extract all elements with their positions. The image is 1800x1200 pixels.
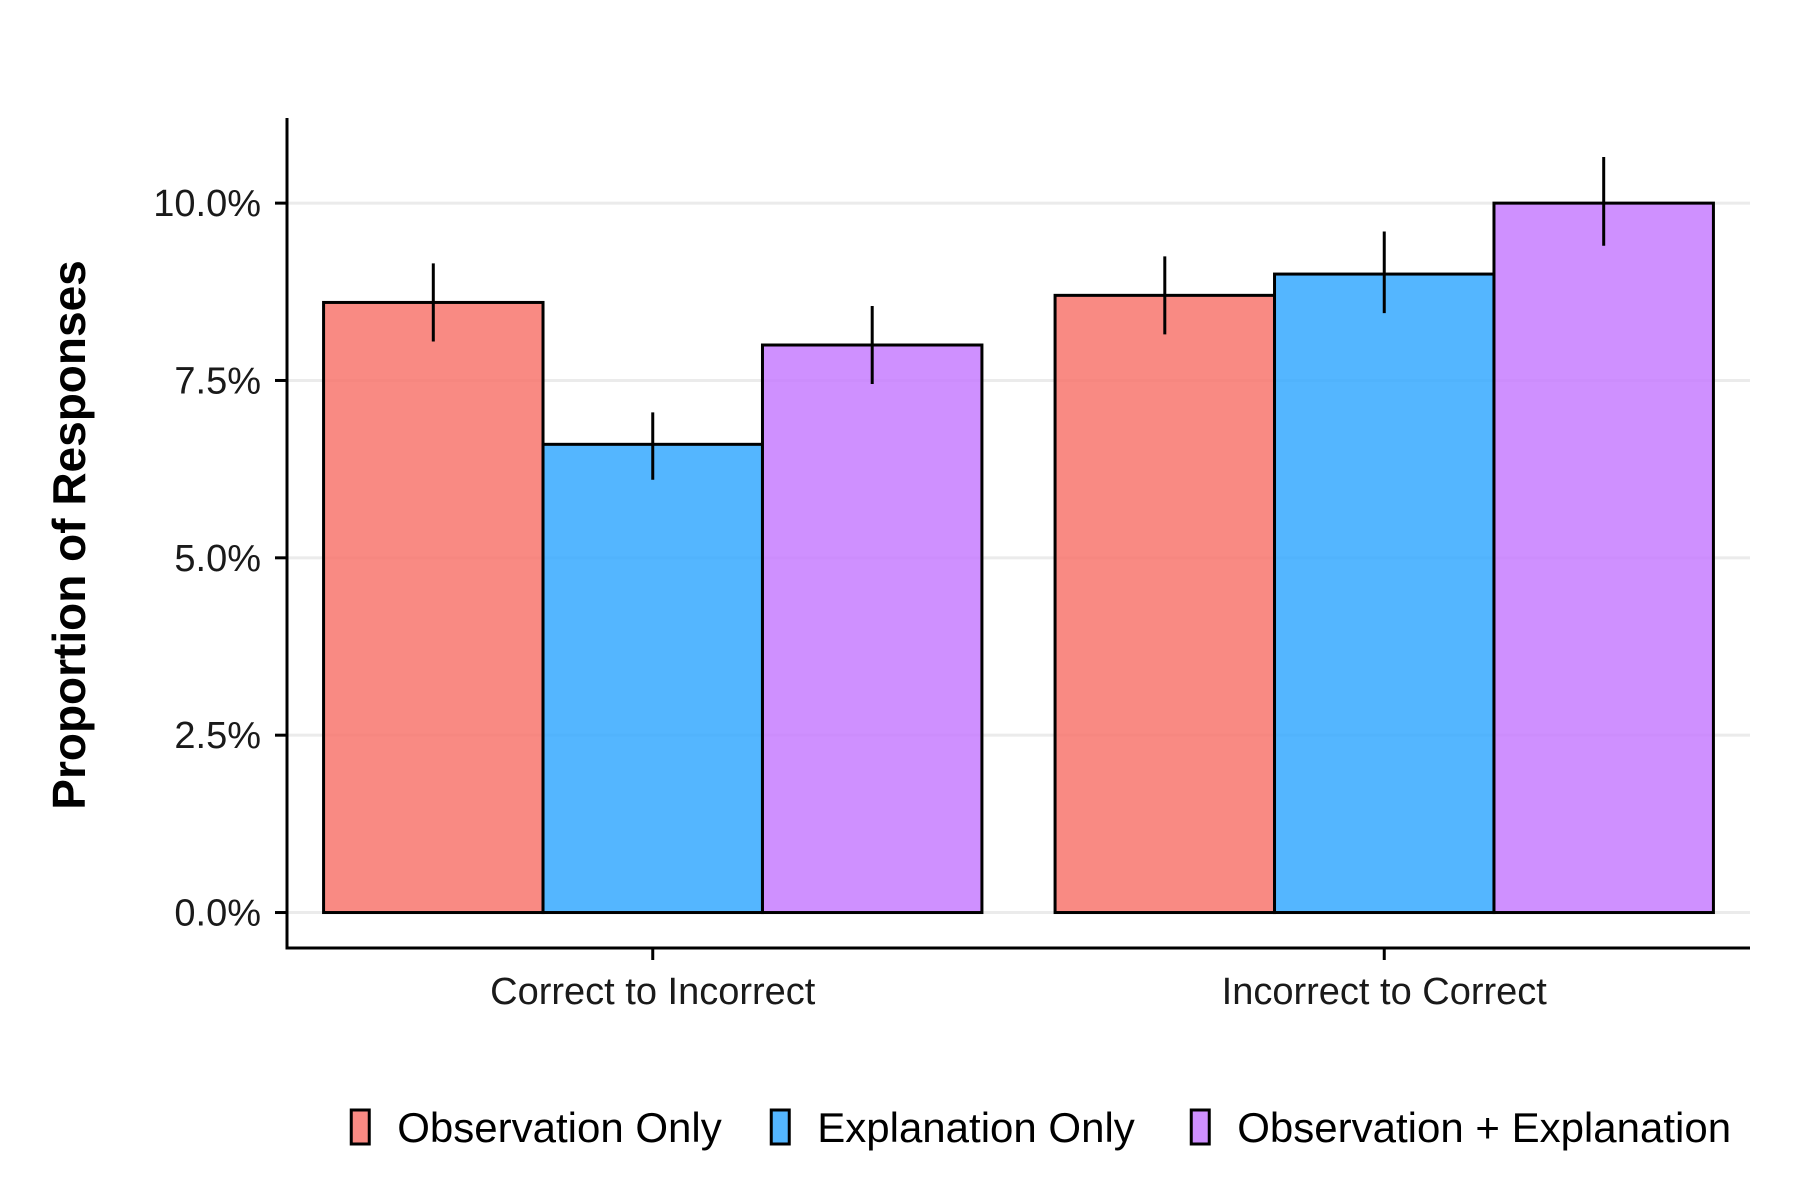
y-tick-label: 5.0%: [174, 538, 261, 580]
legend-key: [1189, 1108, 1211, 1146]
legend-key: [349, 1108, 371, 1146]
bars: [322, 201, 1715, 915]
x-tick-label: Correct to Incorrect: [490, 971, 816, 1013]
bar: [1492, 201, 1715, 915]
bar: [322, 300, 545, 915]
y-tick-label: 2.5%: [174, 715, 261, 757]
tick-labels: 0.0% 2.5% 5.0% 7.5% 10.0% Correct to Incorrec…: [153, 183, 1547, 1013]
legend-item: Explanation Only: [769, 1104, 1135, 1151]
y-tick-label: 0.0%: [174, 893, 261, 935]
legend-label: Observation + Explanation: [1237, 1104, 1731, 1151]
bar: [541, 442, 764, 915]
legend: Observation Only Explanation Only Observat…: [349, 1104, 1731, 1151]
bar: [1053, 293, 1277, 915]
y-tick-label: 10.0%: [153, 183, 261, 225]
y-tick-label: 7.5%: [174, 360, 261, 402]
y-axis-title: Proportion of Responses: [43, 260, 95, 809]
legend-label: Explanation Only: [817, 1104, 1135, 1151]
legend-label: Observation Only: [397, 1104, 721, 1151]
legend-item: Observation Only: [349, 1104, 722, 1151]
bar: [1273, 272, 1496, 915]
axes: [275, 118, 1750, 960]
legend-key: [769, 1108, 791, 1146]
x-tick-label: Incorrect to Correct: [1222, 971, 1548, 1013]
bar: [760, 343, 984, 915]
legend-item: Observation + Explanation: [1189, 1104, 1731, 1151]
error-bars: [431, 157, 1606, 480]
